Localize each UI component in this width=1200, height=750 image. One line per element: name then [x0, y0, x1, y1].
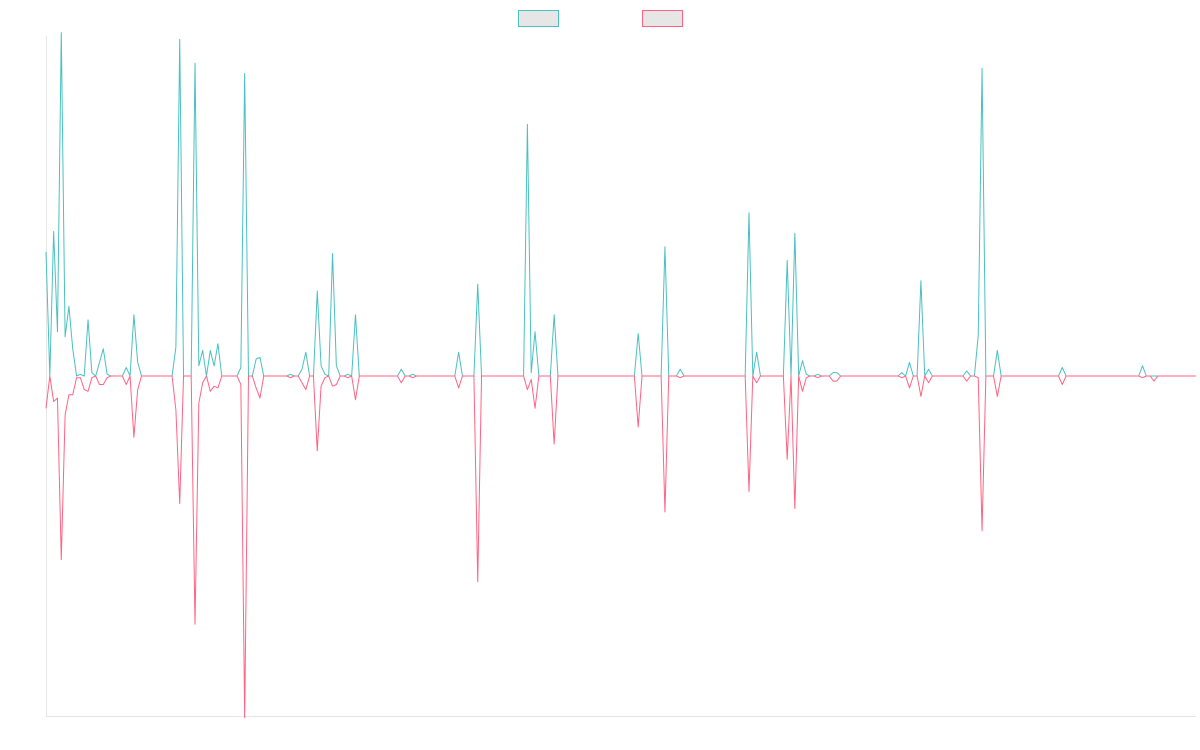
legend-swatch-1[interactable]: [518, 10, 559, 27]
legend[interactable]: [518, 10, 683, 27]
series-group: [45, 32, 1196, 719]
series-line-2: [45, 375, 1196, 719]
series-line-1: [45, 32, 1196, 377]
legend-swatch-2[interactable]: [642, 10, 683, 27]
